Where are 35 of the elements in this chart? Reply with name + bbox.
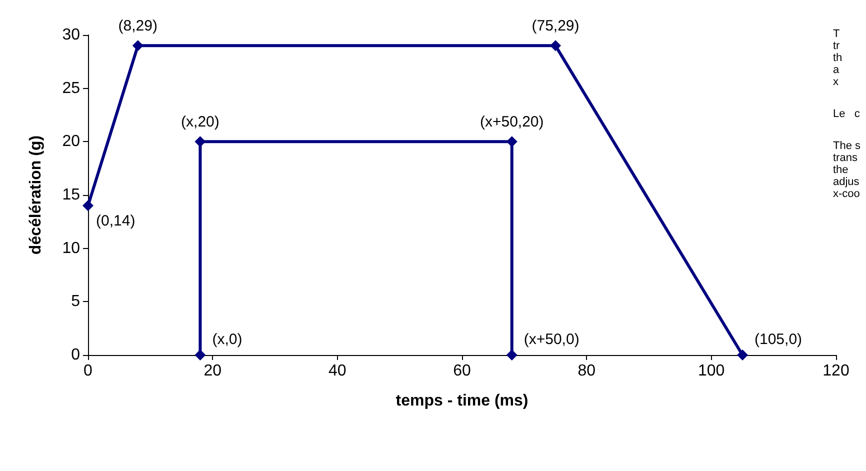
point (194, 350, 206, 360)
point (506, 350, 518, 360)
annotation: (x+50,20) (480, 114, 544, 131)
point (737, 350, 748, 360)
y-tick-label: 30 (62, 26, 80, 44)
y-tick-label: 0 (71, 346, 80, 364)
annotation: T tr th a x (833, 28, 842, 88)
y-tick-label: 15 (62, 186, 80, 204)
y-tick-label: 25 (62, 80, 80, 97)
annotation: (x,0) (212, 331, 242, 348)
x-tick-label: 120 (822, 362, 850, 380)
annotation: (8,29) (118, 18, 158, 35)
point (132, 40, 144, 52)
point (82, 200, 94, 212)
annotation: (75,29) (532, 18, 580, 35)
x-tick-label: 20 (204, 362, 222, 380)
annotation: (0,14) (96, 212, 136, 230)
x-tick-label: 80 (578, 362, 596, 380)
annotation: (105,0) (754, 331, 802, 348)
annotation: Le c (833, 108, 860, 120)
point (506, 136, 518, 148)
x-tick-label: 60 (453, 362, 471, 380)
x-axis-title: temps - time (ms) (396, 392, 528, 410)
annotation: The s trans the adjus x-coo (833, 140, 862, 200)
x-tick-label: 100 (698, 362, 725, 380)
x-tick-label: 40 (328, 362, 346, 380)
y-axis-title: décélération (g) (28, 135, 44, 255)
y-tick-label: 10 (62, 240, 80, 257)
annotation: (x,20) (181, 114, 220, 131)
annotation: (x+50,0) (524, 331, 580, 348)
point (194, 136, 206, 148)
x-tick-label: 0 (84, 362, 93, 380)
y-tick-label: 5 (71, 293, 80, 310)
y-tick-label: 20 (62, 133, 80, 150)
point (550, 40, 561, 52)
